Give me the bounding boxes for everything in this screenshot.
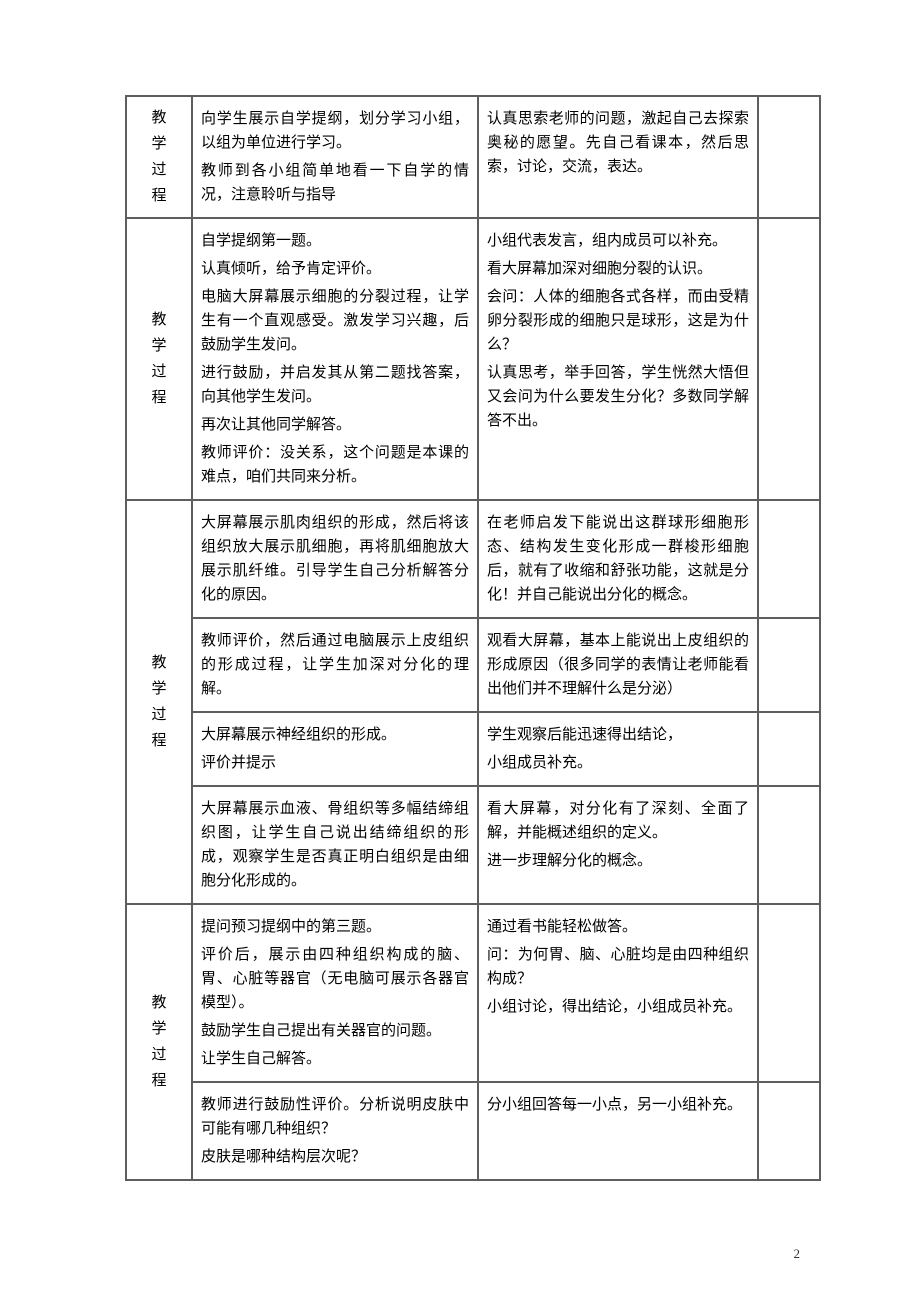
student-text: 学生观察后能迅速得出结论， <box>487 723 749 747</box>
student-activity-cell: 在老师启发下能说出这群球形细胞形态、结构发生变化形成一群梭形细胞后，就有了收缩和… <box>478 500 758 618</box>
teacher-text: 教师评价，然后通过电脑展示上皮组织的形成过程，让学生加深对分化的理解。 <box>201 629 469 701</box>
teacher-text: 教师到各小组简单地看一下自学的情况，注意聆听与指导 <box>201 159 469 207</box>
section-label: 教学过程 <box>151 990 166 1094</box>
student-activity-cell: 分小组回答每一小点，另一小组补充。 <box>478 1082 758 1180</box>
note-cell <box>758 712 820 786</box>
student-activity-cell: 观看大屏幕，基本上能说出上皮组织的形成原因（很多同学的表情让老师能看出他们并不理… <box>478 618 758 712</box>
section-label-cell: 教学过程 <box>126 96 192 218</box>
note-cell <box>758 500 820 618</box>
student-text: 观看大屏幕，基本上能说出上皮组织的形成原因（很多同学的表情让老师能看出他们并不理… <box>487 629 749 701</box>
student-activity-cell: 认真思索老师的问题，激起自己去探索奥秘的愿望。先自己看课本，然后思索，讨论，交流… <box>478 96 758 218</box>
section-label: 教学过程 <box>151 307 166 411</box>
note-cell <box>758 786 820 904</box>
teacher-text: 向学生展示自学提纲，划分学习小组，以组为单位进行学习。 <box>201 107 469 155</box>
document-page: 教学过程 向学生展示自学提纲，划分学习小组，以组为单位进行学习。 教师到各小组简… <box>0 0 920 1302</box>
teacher-text: 大屏幕展示血液、骨组织等多幅结缔组织图，让学生自己说出结缔组织的形成，观察学生是… <box>201 797 469 893</box>
teacher-activity-cell: 提问预习提纲中的第三题。 评价后，展示由四种组织构成的脑、胃、心脏等器官（无电脑… <box>192 904 478 1082</box>
student-text: 小组成员补充。 <box>487 751 749 775</box>
teacher-text: 大屏幕展示肌肉组织的形成，然后将该组织放大展示肌细胞，再将肌细胞放大展示肌纤维。… <box>201 511 469 607</box>
teacher-text: 鼓励学生自己提出有关器官的问题。 <box>201 1019 469 1043</box>
table-row: 大屏幕展示血液、骨组织等多幅结缔组织图，让学生自己说出结缔组织的形成，观察学生是… <box>126 786 820 904</box>
note-cell <box>758 96 820 218</box>
section-label-cell: 教学过程 <box>126 218 192 500</box>
teacher-text: 自学提纲第一题。 <box>201 229 469 253</box>
table-row: 教学过程 提问预习提纲中的第三题。 评价后，展示由四种组织构成的脑、胃、心脏等器… <box>126 904 820 1082</box>
teacher-activity-cell: 教师评价，然后通过电脑展示上皮组织的形成过程，让学生加深对分化的理解。 <box>192 618 478 712</box>
student-text: 通过看书能轻松做答。 <box>487 915 749 939</box>
teacher-text: 教师进行鼓励性评价。分析说明皮肤中可能有哪几种组织？ <box>201 1093 469 1141</box>
teacher-activity-cell: 大屏幕展示肌肉组织的形成，然后将该组织放大展示肌细胞，再将肌细胞放大展示肌纤维。… <box>192 500 478 618</box>
teacher-text: 再次让其他同学解答。 <box>201 413 469 437</box>
note-cell <box>758 218 820 500</box>
teacher-text: 大屏幕展示神经组织的形成。 <box>201 723 469 747</box>
teacher-text: 提问预习提纲中的第三题。 <box>201 915 469 939</box>
table-row: 教师进行鼓励性评价。分析说明皮肤中可能有哪几种组织？ 皮肤是哪种结构层次呢？ 分… <box>126 1082 820 1180</box>
teacher-activity-cell: 向学生展示自学提纲，划分学习小组，以组为单位进行学习。 教师到各小组简单地看一下… <box>192 96 478 218</box>
page-number: 2 <box>794 1246 801 1262</box>
student-activity-cell: 看大屏幕，对分化有了深刻、全面了解，并能概述组织的定义。 进一步理解分化的概念。 <box>478 786 758 904</box>
table-row: 大屏幕展示神经组织的形成。 评价并提示 学生观察后能迅速得出结论， 小组成员补充… <box>126 712 820 786</box>
student-text: 问：为何胃、脑、心脏均是由四种组织构成？ <box>487 943 749 991</box>
student-text: 看大屏幕，对分化有了深刻、全面了解，并能概述组织的定义。 <box>487 797 749 845</box>
student-text: 分小组回答每一小点，另一小组补充。 <box>487 1093 749 1117</box>
teacher-activity-cell: 大屏幕展示神经组织的形成。 评价并提示 <box>192 712 478 786</box>
teacher-text: 评价后，展示由四种组织构成的脑、胃、心脏等器官（无电脑可展示各器官模型）。 <box>201 943 469 1015</box>
section-label-cell: 教学过程 <box>126 904 192 1180</box>
table-row: 教学过程 向学生展示自学提纲，划分学习小组，以组为单位进行学习。 教师到各小组简… <box>126 96 820 218</box>
student-text: 小组讨论，得出结论，小组成员补充。 <box>487 995 749 1019</box>
student-text: 在老师启发下能说出这群球形细胞形态、结构发生变化形成一群梭形细胞后，就有了收缩和… <box>487 511 749 607</box>
teacher-text: 进行鼓励，并启发其从第二题找答案，向其他学生发问。 <box>201 361 469 409</box>
teacher-text: 认真倾听，给予肯定评价。 <box>201 257 469 281</box>
note-cell <box>758 904 820 1082</box>
teacher-activity-cell: 教师进行鼓励性评价。分析说明皮肤中可能有哪几种组织？ 皮肤是哪种结构层次呢？ <box>192 1082 478 1180</box>
teacher-text: 教师评价：没关系，这个问题是本课的难点，咱们共同来分析。 <box>201 441 469 489</box>
note-cell <box>758 618 820 712</box>
student-text: 认真思考，举手回答，学生恍然大悟但又会问为什么要发生分化？多数同学解答不出。 <box>487 361 749 433</box>
table-row: 教师评价，然后通过电脑展示上皮组织的形成过程，让学生加深对分化的理解。 观看大屏… <box>126 618 820 712</box>
teacher-activity-cell: 自学提纲第一题。 认真倾听，给予肯定评价。 电脑大屏幕展示细胞的分裂过程，让学生… <box>192 218 478 500</box>
student-text: 看大屏幕加深对细胞分裂的认识。 <box>487 257 749 281</box>
lesson-plan-table: 教学过程 向学生展示自学提纲，划分学习小组，以组为单位进行学习。 教师到各小组简… <box>125 95 821 1181</box>
student-text: 会问：人体的细胞各式各样，而由受精卵分裂形成的细胞只是球形，这是为什么？ <box>487 285 749 357</box>
teacher-text: 评价并提示 <box>201 751 469 775</box>
student-activity-cell: 小组代表发言，组内成员可以补充。 看大屏幕加深对细胞分裂的认识。 会问：人体的细… <box>478 218 758 500</box>
section-label-cell: 教学过程 <box>126 500 192 904</box>
table-row: 教学过程 自学提纲第一题。 认真倾听，给予肯定评价。 电脑大屏幕展示细胞的分裂过… <box>126 218 820 500</box>
table-row: 教学过程 大屏幕展示肌肉组织的形成，然后将该组织放大展示肌细胞，再将肌细胞放大展… <box>126 500 820 618</box>
teacher-text: 让学生自己解答。 <box>201 1047 469 1071</box>
note-cell <box>758 1082 820 1180</box>
teacher-activity-cell: 大屏幕展示血液、骨组织等多幅结缔组织图，让学生自己说出结缔组织的形成，观察学生是… <box>192 786 478 904</box>
student-activity-cell: 通过看书能轻松做答。 问：为何胃、脑、心脏均是由四种组织构成？ 小组讨论，得出结… <box>478 904 758 1082</box>
student-activity-cell: 学生观察后能迅速得出结论， 小组成员补充。 <box>478 712 758 786</box>
section-label: 教学过程 <box>151 105 166 209</box>
teacher-text: 皮肤是哪种结构层次呢？ <box>201 1145 469 1169</box>
section-label: 教学过程 <box>151 650 166 754</box>
student-text: 进一步理解分化的概念。 <box>487 849 749 873</box>
teacher-text: 电脑大屏幕展示细胞的分裂过程，让学生有一个直观感受。激发学习兴趣，后鼓励学生发问… <box>201 285 469 357</box>
student-text: 认真思索老师的问题，激起自己去探索奥秘的愿望。先自己看课本，然后思索，讨论，交流… <box>487 107 749 179</box>
student-text: 小组代表发言，组内成员可以补充。 <box>487 229 749 253</box>
